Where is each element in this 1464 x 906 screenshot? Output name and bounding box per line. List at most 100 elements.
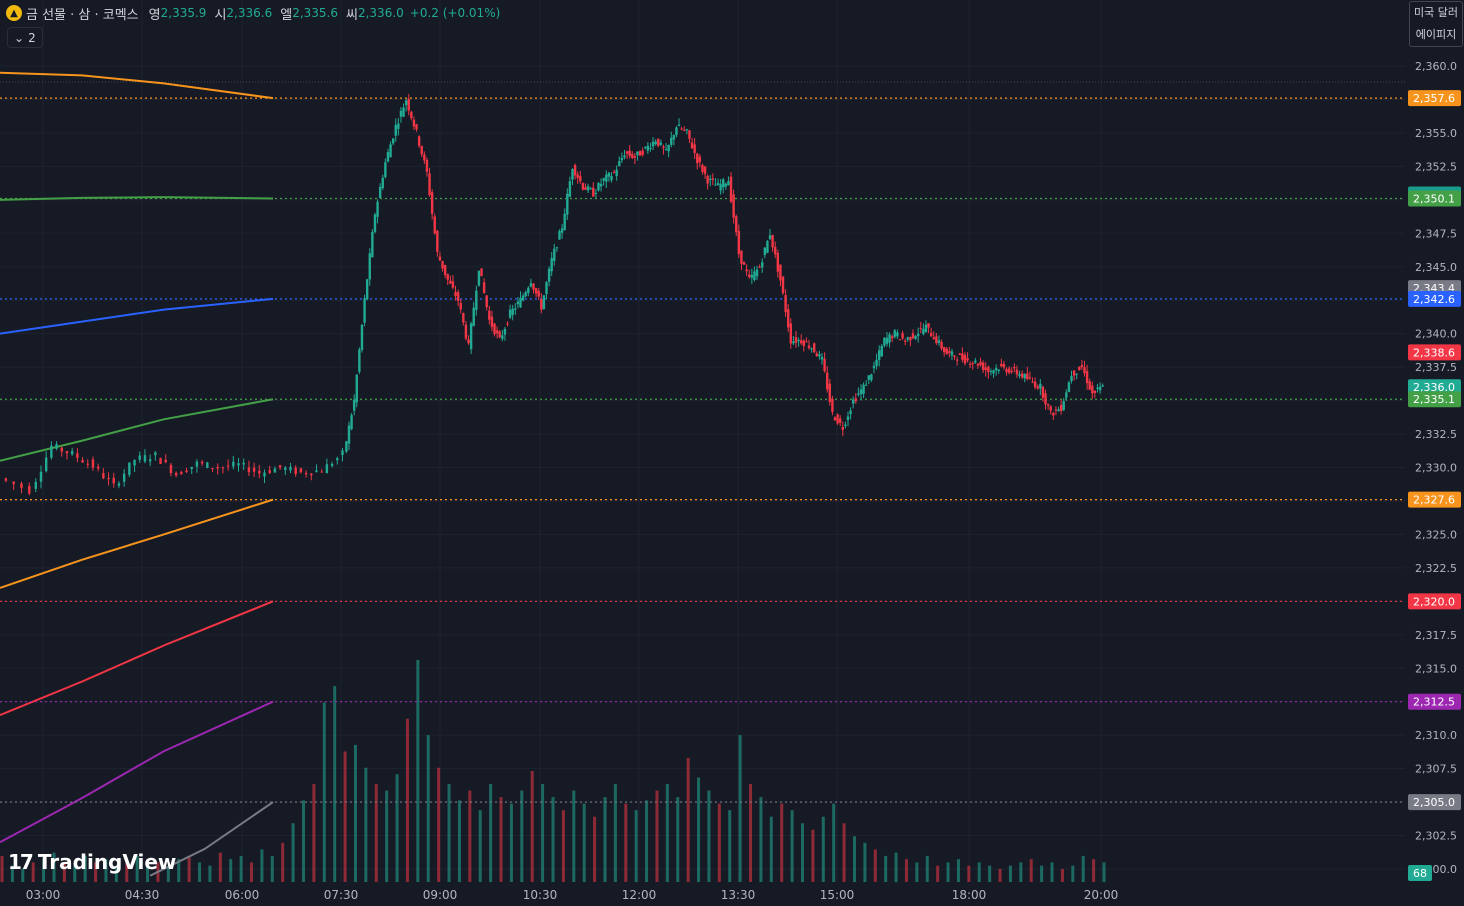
- candle-body: [953, 355, 956, 357]
- volume-tag: [1408, 865, 1432, 881]
- candle-body: [365, 279, 369, 300]
- candle-body: [284, 467, 287, 471]
- candle-body: [872, 365, 876, 369]
- candle-body: [433, 216, 436, 234]
- tradingview-logo[interactable]: 17 TradingView: [8, 850, 176, 874]
- candle-body: [368, 253, 371, 280]
- volume-bar: [489, 784, 493, 882]
- x-tick-label: 18:00: [952, 888, 987, 902]
- candle-body: [693, 144, 696, 154]
- volume-bar: [52, 852, 56, 882]
- band-curve: [0, 600, 274, 717]
- volume-bar: [239, 855, 243, 882]
- volume-bar: [260, 849, 264, 882]
- close-value: 2,336.0: [357, 6, 404, 20]
- candle-body: [50, 445, 53, 458]
- currency-selector[interactable]: 미국 달러 에이피지: [1409, 1, 1463, 47]
- candle-body: [906, 337, 909, 340]
- candle-body: [924, 324, 928, 333]
- candle-body: [857, 393, 860, 395]
- candle-body: [420, 146, 423, 155]
- candle-body: [1010, 371, 1013, 373]
- candle-body: [495, 330, 499, 334]
- candle-body: [901, 333, 904, 339]
- candle-body: [649, 147, 652, 149]
- x-tick-label: 10:30: [523, 888, 558, 902]
- candle-body: [727, 181, 730, 186]
- candle-body: [1049, 406, 1052, 411]
- volume-bar: [218, 852, 222, 882]
- price-tag-label: 2,350.1: [1413, 192, 1455, 205]
- symbol-name[interactable]: 금 선물 · 삼 · 코멕스: [26, 7, 139, 23]
- candle-body: [813, 343, 816, 353]
- candle-body: [425, 159, 429, 172]
- volume-bar: [956, 859, 960, 882]
- gold-coin-icon: ▲: [6, 5, 22, 21]
- candle-body: [646, 145, 650, 151]
- volume-bar: [624, 803, 628, 882]
- candle-body: [955, 359, 959, 361]
- candle-body: [394, 124, 397, 136]
- candle-body: [195, 461, 199, 467]
- indicators-toggle-button[interactable]: ⌄ 2: [7, 27, 43, 48]
- price-tag: [1408, 391, 1461, 408]
- candle-body: [776, 252, 780, 272]
- candle-body: [670, 137, 673, 145]
- candle-body: [701, 165, 704, 172]
- candle-body: [810, 348, 813, 350]
- volume-bar: [42, 859, 46, 882]
- candle-body: [1046, 404, 1050, 406]
- candle-body: [815, 353, 819, 357]
- candle-body: [984, 367, 987, 370]
- candle-body: [34, 481, 37, 489]
- candle-body: [360, 324, 364, 350]
- candle-body: [664, 149, 668, 151]
- candle-body: [641, 150, 644, 155]
- candle-body: [877, 350, 881, 361]
- candle-body: [1072, 370, 1076, 376]
- candle-body: [454, 291, 457, 297]
- candle-body: [818, 354, 821, 357]
- candle-body: [60, 447, 63, 452]
- candle-body: [304, 472, 308, 475]
- candle-body: [838, 418, 842, 423]
- price-tag-label: 2,305.0: [1413, 796, 1455, 809]
- candle-body: [441, 260, 444, 269]
- band-curve: [0, 398, 274, 462]
- candle-body: [781, 276, 785, 294]
- candle-body: [76, 453, 79, 458]
- candle-body: [1085, 371, 1089, 384]
- candle-body: [932, 337, 935, 340]
- x-tick-label: 09:00: [423, 888, 458, 902]
- volume-bar: [936, 865, 940, 882]
- candle-body: [397, 123, 400, 129]
- candle-body: [677, 124, 681, 127]
- candle-body: [521, 295, 525, 301]
- candle-body: [942, 347, 946, 353]
- candle-body: [724, 183, 728, 187]
- candle-body: [890, 336, 894, 339]
- candle-body: [399, 110, 403, 117]
- candle-body: [792, 341, 795, 344]
- candle-body: [748, 274, 751, 278]
- volume-bar: [988, 865, 992, 882]
- candle-body: [662, 146, 665, 148]
- volume-bar: [842, 823, 846, 882]
- volume-bar: [457, 800, 461, 882]
- volume-bar: [1092, 859, 1096, 882]
- volume-bar: [998, 868, 1002, 882]
- volume-bar: [353, 744, 357, 882]
- candle-body: [529, 283, 533, 287]
- candle-body: [428, 173, 431, 196]
- candle-body: [607, 172, 611, 177]
- volume-bar: [925, 855, 929, 882]
- candle-body: [415, 124, 418, 130]
- candle-body: [376, 201, 379, 217]
- band-curve: [0, 700, 274, 844]
- candle-body: [547, 268, 551, 282]
- candle-body: [558, 231, 561, 240]
- candle-body: [237, 463, 240, 466]
- candle-body: [1005, 369, 1008, 373]
- volume-bar: [593, 816, 597, 882]
